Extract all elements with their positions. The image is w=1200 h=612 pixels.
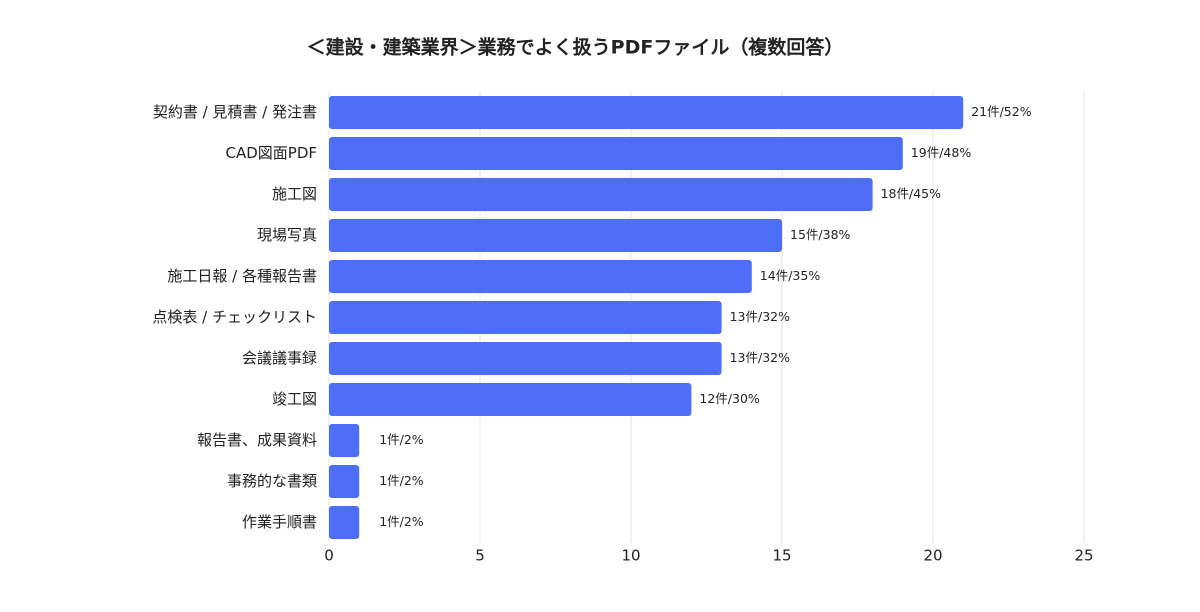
y-tick-label: 作業手順書: [242, 513, 317, 531]
x-tick-label: 5: [475, 547, 485, 565]
chart-title: ＜建設・建築業界＞業務でよく扱うPDFファイル（複数回答）: [307, 36, 844, 59]
y-tick-label: 事務的な書類: [227, 472, 317, 490]
y-tick-label: 点検表 / チェックリスト: [152, 308, 317, 326]
bar: [329, 260, 752, 293]
bar: [329, 301, 722, 334]
x-tick-label: 10: [621, 547, 640, 565]
value-label: 1件/2%: [379, 514, 424, 529]
y-tick-label: 施工日報 / 各種報告書: [167, 267, 317, 285]
y-tick-label: 報告書、成果資料: [197, 431, 317, 449]
y-tick-label: 現場写真: [257, 226, 317, 244]
bar: [329, 465, 360, 498]
y-tick-label: 施工図: [272, 185, 317, 203]
value-label: 13件/32%: [730, 350, 791, 365]
x-tick-label: 25: [1074, 547, 1093, 565]
value-label: 13件/32%: [730, 309, 791, 324]
y-tick-label: CAD図面PDF: [225, 144, 317, 162]
bar: [329, 178, 873, 211]
x-tick-label: 20: [923, 547, 942, 565]
bar: [329, 219, 782, 252]
value-label: 14件/35%: [760, 268, 821, 283]
value-label: 15件/38%: [790, 227, 851, 242]
y-tick-label: 竣工図: [272, 390, 317, 408]
value-label: 1件/2%: [379, 473, 424, 488]
bar: [329, 383, 692, 416]
value-label: 19件/48%: [911, 145, 972, 160]
y-tick-label: 会議議事録: [242, 349, 317, 367]
y-tick-label: 契約書 / 見積書 / 発注書: [153, 103, 317, 121]
value-label: 12件/30%: [699, 391, 760, 406]
bar: [329, 424, 360, 457]
bar: [329, 96, 964, 129]
x-tick-label: 0: [324, 547, 334, 565]
value-label: 21件/52%: [971, 104, 1032, 119]
bar: [329, 506, 360, 539]
bar: [329, 342, 722, 375]
value-label: 1件/2%: [379, 432, 424, 447]
value-label: 18件/45%: [881, 186, 942, 201]
bar: [329, 137, 903, 170]
x-tick-label: 15: [772, 547, 791, 565]
